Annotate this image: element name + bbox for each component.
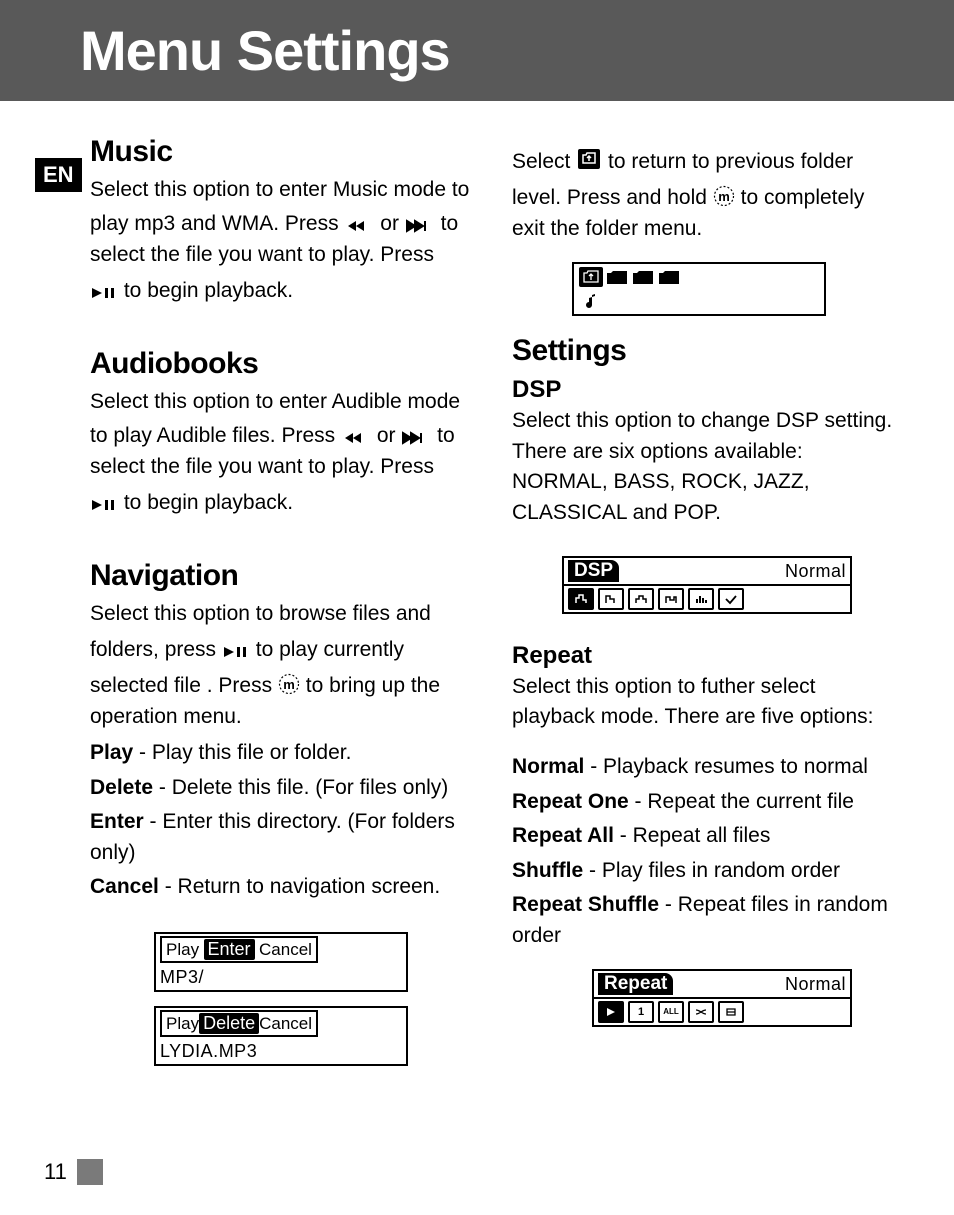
play-pause-icon	[222, 645, 250, 659]
folder-up-icon	[578, 266, 604, 288]
repeat-lcd-value: Normal	[785, 974, 846, 995]
dsp-lcd: DSP Normal	[562, 556, 852, 614]
play-pause-icon	[90, 498, 118, 512]
dsp-lcd-value: Normal	[785, 561, 846, 582]
lcd-options: Play Enter Cancel	[160, 936, 318, 963]
audiobooks-text-2: to play Audible files. Press or to selec…	[90, 421, 472, 482]
title-bar: Menu Settings	[0, 0, 954, 101]
navigation-heading: Navigation	[90, 559, 472, 593]
nav-text: Select this option to browse files and	[90, 599, 472, 629]
folder-icon	[656, 266, 682, 288]
right-column: Select to return to previous folder leve…	[512, 121, 894, 1080]
lcd-path: LYDIA.MP3	[160, 1041, 257, 1062]
nav-lcd-folder: Play Enter Cancel MP3/	[154, 932, 408, 992]
note-icon	[578, 292, 600, 312]
lcd-options: Play Delete Cancel	[160, 1010, 318, 1037]
repeat-shuffle: Shuffle - Play files in random order	[512, 856, 894, 886]
menu-icon: m	[278, 673, 300, 695]
left-column: Music Select this option to enter Music …	[90, 121, 472, 1080]
repeat-all: Repeat All - Repeat all files	[512, 821, 894, 851]
repeat-lcd-label: Repeat	[598, 973, 673, 995]
content-columns: Music Select this option to enter Music …	[0, 121, 954, 1080]
repeat-normal-icon	[598, 1001, 624, 1023]
dsp-bass-icon	[598, 588, 624, 610]
page-marker	[77, 1159, 103, 1185]
nav-lcd-file: Play Delete Cancel LYDIA.MP3	[154, 1006, 408, 1066]
prev-icon	[341, 431, 371, 445]
folder-up-icon	[576, 147, 602, 171]
repeat-one-icon: 1	[628, 1001, 654, 1023]
music-heading: Music	[90, 135, 472, 169]
nav-text-3: selected file . Press m to bring up the …	[90, 671, 472, 732]
settings-heading: Settings	[512, 334, 894, 368]
page-title: Menu Settings	[80, 18, 954, 83]
repeat-rshuffle: Repeat Shuffle - Repeat files in random …	[512, 890, 894, 951]
repeat-normal: Normal - Playback resumes to normal	[512, 752, 894, 782]
folder-lcd	[572, 262, 826, 316]
dsp-heading: DSP	[512, 376, 894, 404]
dsp-classical-icon	[688, 588, 714, 610]
dsp-rock-icon	[628, 588, 654, 610]
next-icon	[405, 219, 435, 233]
repeat-text: Select this option to futher select play…	[512, 672, 894, 733]
repeat-all-icon: ALL	[658, 1001, 684, 1023]
repeat-rshuffle-icon	[718, 1001, 744, 1023]
folder-icon	[630, 266, 656, 288]
repeat-shuffle-icon	[688, 1001, 714, 1023]
music-text: Select this option to enter Music mode t…	[90, 175, 472, 205]
nav-play-item: Play - Play this file or folder.	[90, 738, 472, 768]
nav-enter-item: Enter - Enter this directory. (For folde…	[90, 807, 472, 868]
svg-text:m: m	[283, 677, 295, 692]
language-badge: EN	[35, 158, 82, 192]
lcd-path: MP3/	[160, 967, 204, 988]
audiobooks-text-3: to begin playback.	[90, 488, 472, 518]
repeat-lcd: Repeat Normal 1 ALL	[592, 969, 852, 1027]
menu-icon: m	[713, 185, 735, 207]
dsp-text: Select this option to change DSP setting…	[512, 406, 894, 528]
lcd-selected: Enter	[204, 939, 255, 960]
audiobooks-text: Select this option to enter Audible mode	[90, 387, 472, 417]
folder-icon	[604, 266, 630, 288]
dsp-normal-icon	[568, 588, 594, 610]
nav-delete-item: Delete - Delete this file. (For files on…	[90, 773, 472, 803]
music-text-2: play mp3 and WMA. Press or to select the…	[90, 209, 472, 270]
next-icon	[401, 431, 431, 445]
folder-text-1: Select to return to previous folder	[512, 147, 894, 177]
audiobooks-heading: Audiobooks	[90, 347, 472, 381]
nav-cancel-item: Cancel - Return to navigation screen.	[90, 872, 472, 902]
dsp-pop-icon	[718, 588, 744, 610]
nav-text-2: folders, press to play currently	[90, 635, 472, 665]
dsp-jazz-icon	[658, 588, 684, 610]
page-number: 11	[44, 1159, 103, 1185]
dsp-lcd-label: DSP	[568, 560, 619, 582]
play-pause-icon	[90, 286, 118, 300]
prev-icon	[344, 219, 374, 233]
repeat-one: Repeat One - Repeat the current file	[512, 787, 894, 817]
folder-text-2: level. Press and hold m to completely ex…	[512, 183, 894, 244]
svg-text:m: m	[718, 189, 730, 204]
music-text-3: to begin playback.	[90, 276, 472, 306]
lcd-selected: Delete	[199, 1013, 259, 1034]
repeat-heading: Repeat	[512, 642, 894, 670]
